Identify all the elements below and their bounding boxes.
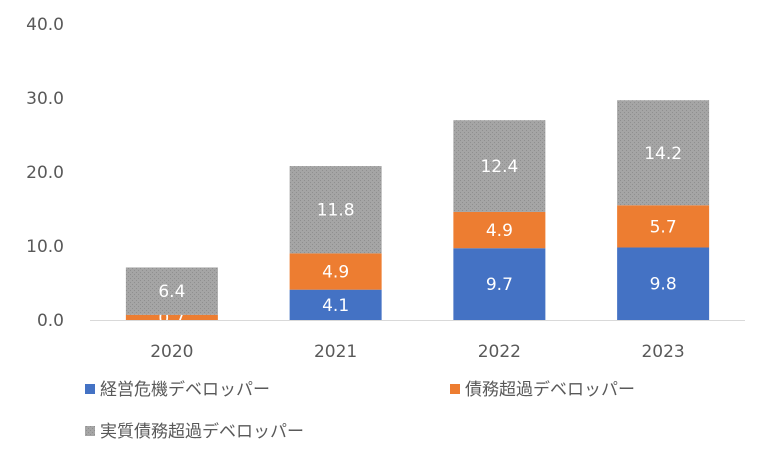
legend-swatch [85, 384, 95, 394]
data-label: 4.9 [322, 263, 349, 283]
bar-segment [617, 100, 710, 206]
y-tick-label: 40.0 [26, 15, 64, 35]
data-label: 4.1 [322, 296, 349, 316]
bar-segment [289, 166, 382, 254]
bar-segment [617, 247, 710, 320]
y-tick-label: 10.0 [26, 237, 64, 257]
bar-segment [453, 248, 546, 320]
y-tick-label: 0.0 [37, 311, 64, 331]
bar-segment [289, 289, 382, 320]
y-axis: 0.0 10.0 20.0 30.0 40.0 [26, 15, 64, 331]
bar-segment [453, 211, 546, 249]
bar-segment [453, 120, 546, 212]
legend-swatch [85, 426, 95, 436]
data-label: 12.4 [480, 157, 518, 177]
data-label: 9.8 [650, 275, 677, 295]
legend-swatch [450, 384, 460, 394]
bar-segment [289, 253, 382, 290]
legend-label: 経営危機デベロッパー [100, 379, 270, 400]
data-label: 9.7 [486, 275, 513, 295]
data-label: 6.4 [158, 282, 185, 302]
data-label: 11.8 [317, 201, 355, 221]
data-label: 14.2 [644, 144, 682, 164]
data-label: 4.9 [486, 221, 513, 241]
y-tick-label: 20.0 [26, 163, 64, 183]
bar-segment [617, 205, 710, 248]
x-axis: 2020 2021 2022 2023 [150, 342, 685, 362]
x-category-label: 2022 [478, 342, 521, 362]
x-category-label: 2023 [641, 342, 684, 362]
bars: 0.76.44.14.911.89.74.912.49.85.714.2 [125, 100, 710, 328]
bar-segment [125, 267, 218, 315]
data-label: 5.7 [650, 217, 677, 237]
y-tick-label: 30.0 [26, 89, 64, 109]
bar-segment [125, 314, 218, 320]
x-category-label: 2020 [150, 342, 193, 362]
x-category-label: 2021 [314, 342, 357, 362]
legend-label: 債務超過デベロッパー [465, 379, 635, 400]
legend-label: 実質債務超過デベロッパー [100, 421, 304, 442]
